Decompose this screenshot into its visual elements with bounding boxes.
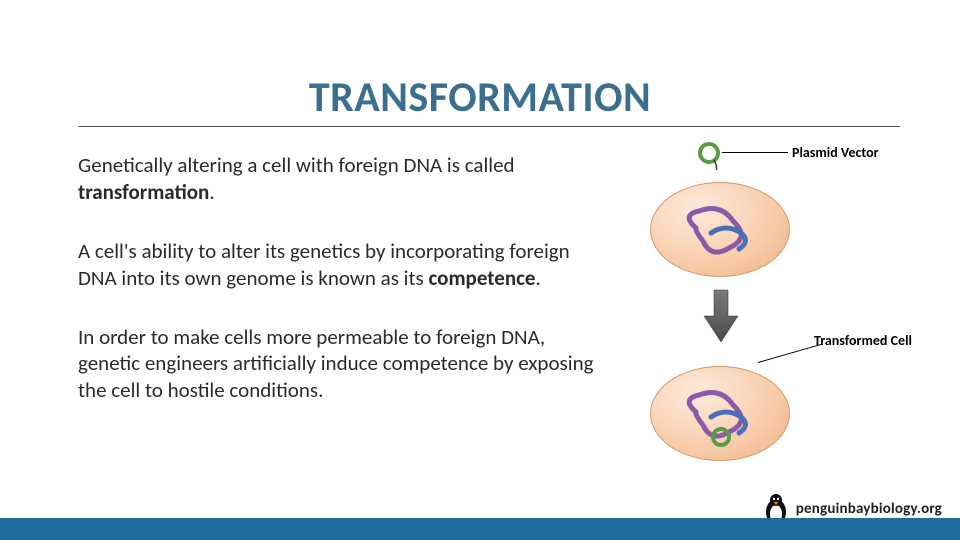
body-column: Genetically altering a cell with foreign…: [78, 152, 598, 436]
para2-bold: competence: [429, 265, 536, 291]
logo-text: penguinbaybiology.org: [796, 500, 942, 518]
cell-plasmid-icon: [651, 183, 791, 278]
arrow-down-icon: [702, 288, 740, 346]
title-underline: [78, 126, 900, 127]
para3-pre: In order to make cells more permeable to…: [78, 324, 594, 404]
transformation-diagram: Plasmid Vector Transformed Cell: [640, 150, 940, 490]
title-wrap: TRANSFORMATION: [0, 72, 960, 123]
paragraph-3: In order to make cells more permeable to…: [78, 324, 598, 405]
paragraph-2: A cell's ability to alter its genetics b…: [78, 238, 598, 292]
cell-after: [650, 366, 790, 461]
leader-plasmid: [722, 152, 788, 153]
cell-plasmid-transformed-icon: [651, 367, 791, 462]
label-transformed-cell: Transformed Cell: [814, 332, 912, 349]
para1-bold: transformation: [78, 179, 209, 205]
accent-bar: [0, 518, 960, 540]
para1-pre: Genetically altering a cell with foreign…: [78, 152, 515, 178]
para1-post: .: [209, 179, 214, 205]
plasmid-vector-icon: [694, 140, 724, 170]
slide: TRANSFORMATION Genetically altering a ce…: [0, 0, 960, 540]
cell-before: [650, 182, 790, 277]
slide-title: TRANSFORMATION: [309, 72, 651, 123]
para2-post: .: [535, 265, 540, 291]
leader-transformed: [758, 344, 822, 363]
label-plasmid-vector: Plasmid Vector: [792, 144, 879, 161]
paragraph-1: Genetically altering a cell with foreign…: [78, 152, 598, 206]
